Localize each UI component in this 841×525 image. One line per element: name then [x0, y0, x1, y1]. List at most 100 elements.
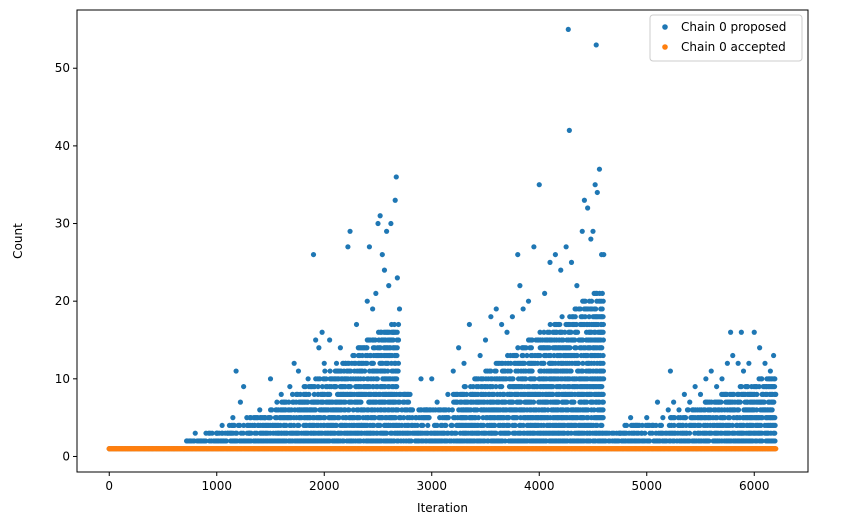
proposed-point [434, 399, 440, 405]
proposed-point [449, 422, 455, 429]
proposed-point [235, 422, 241, 429]
proposed-point [332, 383, 338, 390]
proposed-point [396, 399, 403, 405]
proposed-point [506, 430, 512, 436]
proposed-point [555, 399, 561, 405]
proposed-point [463, 391, 470, 397]
proposed-point [390, 337, 396, 343]
proposed-point [721, 415, 728, 421]
proposed-point [759, 415, 765, 421]
proposed-point [296, 422, 302, 429]
proposed-point [523, 345, 529, 351]
y-tick-label: 50 [55, 61, 70, 75]
proposed-point [291, 422, 297, 429]
proposed-point [425, 422, 431, 429]
proposed-point [586, 314, 592, 320]
proposed-point [514, 415, 520, 421]
proposed-point [509, 314, 515, 320]
proposed-point [759, 438, 765, 444]
proposed-point [346, 407, 352, 413]
proposed-point [327, 368, 333, 374]
proposed-point [574, 329, 581, 335]
proposed-point [312, 407, 319, 413]
proposed-point [395, 321, 402, 328]
proposed-point [364, 298, 370, 304]
proposed-point [592, 182, 598, 188]
proposed-point [759, 376, 765, 382]
proposed-point [588, 236, 594, 242]
proposed-point [644, 415, 650, 421]
proposed-point [466, 321, 472, 328]
proposed-point [600, 321, 607, 328]
proposed-point [305, 376, 311, 382]
proposed-point [600, 399, 606, 405]
proposed-point [585, 205, 591, 211]
proposed-point [322, 368, 328, 374]
proposed-point [327, 337, 333, 343]
proposed-point [685, 407, 691, 413]
x-tick-label: 3000 [416, 479, 447, 493]
proposed-point [706, 438, 712, 444]
proposed-point [683, 415, 689, 421]
plot-area [106, 26, 779, 452]
proposed-point [532, 376, 538, 382]
proposed-point [617, 430, 623, 436]
proposed-point [350, 407, 356, 413]
proposed-point [377, 345, 383, 351]
proposed-point [573, 321, 580, 328]
proposed-point [738, 329, 744, 335]
proposed-point [581, 197, 588, 203]
proposed-point [364, 360, 370, 366]
proposed-point [772, 430, 778, 436]
proposed-point [439, 415, 446, 421]
proposed-point [209, 430, 215, 436]
x-tick-label: 0 [105, 479, 113, 493]
proposed-point [633, 422, 639, 429]
proposed-point [371, 422, 377, 429]
proposed-point [599, 306, 605, 312]
proposed-point [594, 189, 600, 196]
proposed-point [646, 438, 653, 444]
proposed-point [374, 376, 380, 382]
proposed-point [729, 422, 736, 429]
legend-label-proposed: Chain 0 proposed [681, 20, 786, 34]
proposed-point [391, 321, 397, 328]
proposed-point [523, 376, 529, 382]
proposed-point [606, 430, 612, 436]
proposed-point [333, 360, 340, 366]
proposed-point [649, 430, 655, 436]
proposed-point [558, 267, 564, 273]
proposed-point [283, 422, 289, 429]
legend-marker-proposed [662, 24, 668, 30]
proposed-point [319, 329, 325, 335]
proposed-point [697, 391, 704, 397]
proposed-point [392, 197, 398, 203]
proposed-point [214, 430, 220, 436]
proposed-point [531, 244, 537, 250]
proposed-point [545, 407, 551, 413]
proposed-point [520, 352, 526, 359]
proposed-point [456, 345, 462, 351]
proposed-point [373, 290, 379, 297]
legend-label-accepted: Chain 0 accepted [681, 40, 786, 54]
proposed-point [671, 399, 677, 405]
proposed-point [600, 337, 606, 343]
proposed-point [443, 422, 449, 429]
proposed-point [735, 407, 742, 413]
accepted-point [106, 446, 112, 452]
proposed-point [697, 422, 703, 429]
proposed-point [599, 422, 605, 429]
proposed-point [267, 415, 274, 421]
proposed-point [337, 345, 343, 351]
proposed-point [537, 352, 543, 359]
proposed-point [198, 438, 204, 444]
proposed-point [737, 399, 743, 405]
proposed-point [758, 422, 764, 429]
proposed-point [575, 360, 582, 366]
proposed-point [317, 376, 323, 382]
proposed-point [599, 290, 605, 297]
proposed-point [599, 383, 605, 390]
proposed-point [623, 422, 630, 429]
